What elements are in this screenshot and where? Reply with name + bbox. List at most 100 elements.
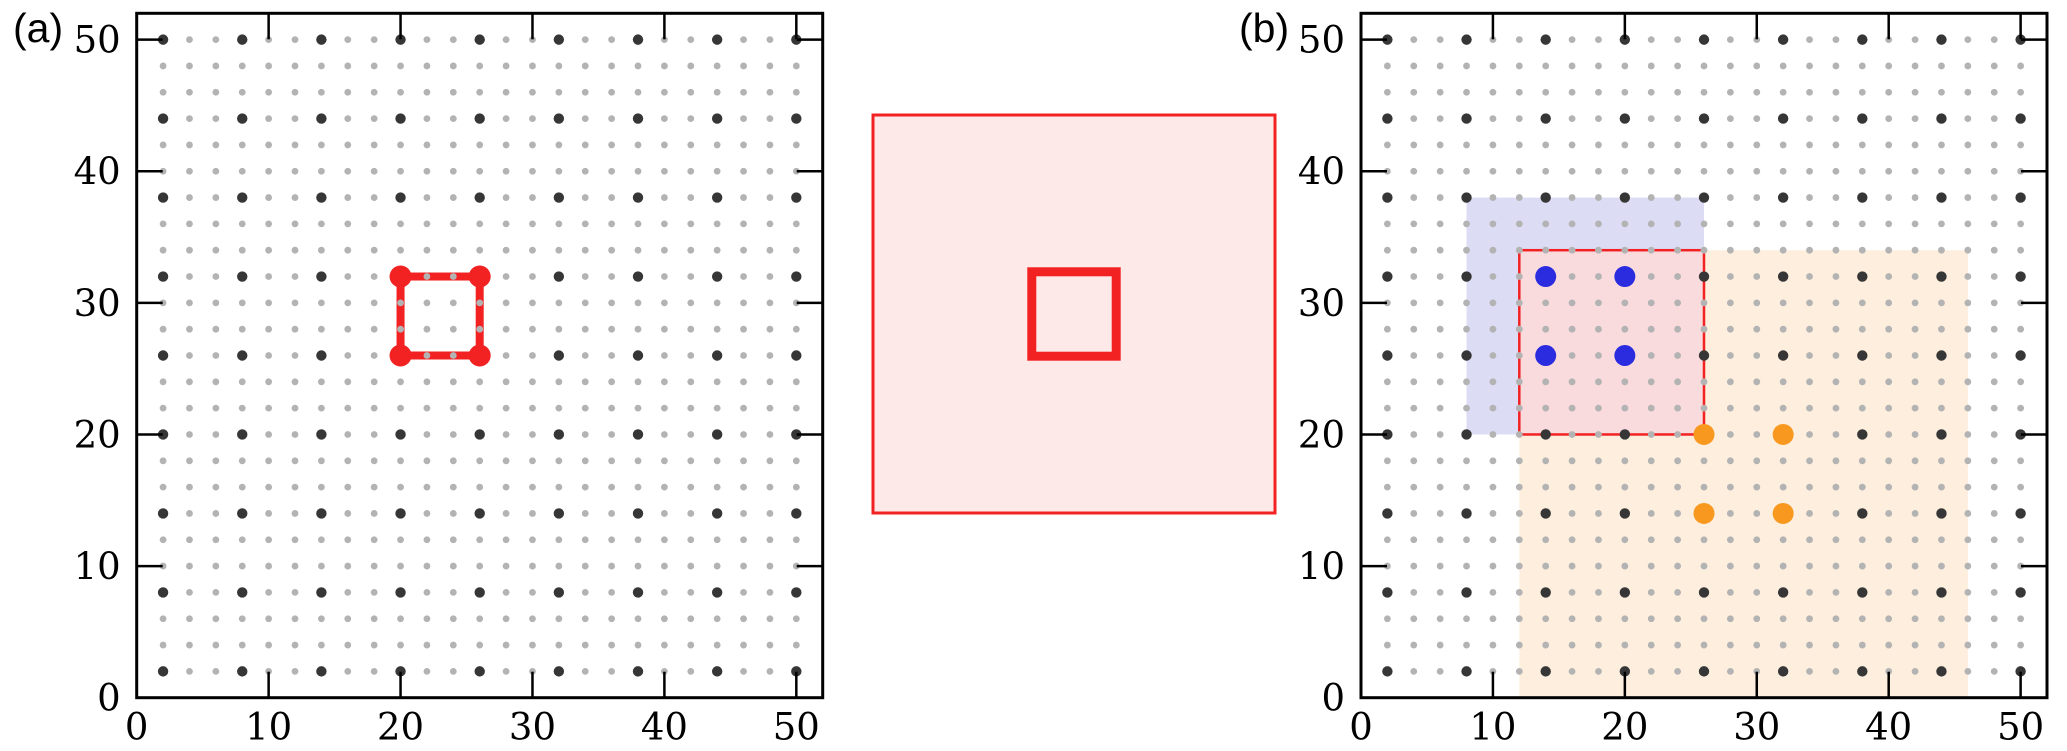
fine-lattice-dot bbox=[1806, 325, 1813, 333]
fine-lattice-dot bbox=[1621, 536, 1629, 544]
fine-lattice-dot bbox=[1885, 141, 1893, 149]
fine-lattice-dot bbox=[766, 457, 774, 465]
fine-lattice-dot bbox=[265, 88, 273, 96]
fine-lattice-dot bbox=[502, 352, 510, 359]
coarse-lattice-dot bbox=[1540, 429, 1551, 440]
coarse-lattice-dot bbox=[632, 192, 644, 203]
fine-lattice-dot bbox=[317, 62, 325, 70]
fine-lattice-dot bbox=[634, 457, 642, 465]
fine-lattice-dot bbox=[555, 562, 563, 570]
coarse-lattice-dot bbox=[1382, 587, 1393, 598]
fine-lattice-dot bbox=[660, 641, 668, 649]
fine-lattice-dot bbox=[740, 273, 747, 280]
fine-lattice-dot bbox=[291, 536, 299, 544]
fine-lattice-dot bbox=[2017, 378, 2025, 386]
fine-lattice-dot bbox=[1753, 36, 1761, 44]
fine-lattice-dot bbox=[344, 220, 352, 228]
fine-lattice-dot bbox=[1489, 641, 1497, 649]
coarse-lattice-dot bbox=[553, 350, 565, 361]
fine-lattice-dot bbox=[555, 378, 563, 386]
fine-lattice-dot bbox=[766, 667, 774, 675]
fine-lattice-dot bbox=[1542, 536, 1550, 544]
coarse-lattice-dot bbox=[474, 113, 485, 124]
fine-lattice-dot bbox=[608, 141, 616, 149]
fine-lattice-dot bbox=[1885, 404, 1893, 412]
fine-lattice-dot bbox=[397, 641, 404, 649]
fine-lattice-dot bbox=[449, 483, 457, 491]
fine-lattice-dot bbox=[713, 325, 721, 333]
fine-lattice-dot bbox=[1753, 615, 1761, 623]
fine-lattice-dot bbox=[1383, 325, 1391, 333]
coarse-lattice-dot bbox=[474, 192, 485, 203]
fine-lattice-dot bbox=[423, 167, 431, 175]
fine-lattice-dot bbox=[687, 562, 695, 570]
fine-lattice-dot bbox=[1753, 562, 1761, 570]
fine-lattice-dot bbox=[159, 325, 167, 333]
fine-lattice-dot bbox=[1674, 141, 1682, 149]
fine-lattice-dot bbox=[1964, 431, 1972, 438]
fine-lattice-dot bbox=[476, 299, 484, 307]
fine-lattice-dot bbox=[529, 325, 536, 333]
fine-lattice-dot bbox=[1595, 457, 1602, 465]
fine-lattice-dot bbox=[291, 194, 299, 201]
fine-lattice-dot bbox=[291, 615, 299, 623]
coarse-lattice-dot bbox=[632, 666, 644, 677]
coarse-lattice-dot bbox=[316, 587, 327, 598]
fine-lattice-dot bbox=[291, 378, 299, 386]
fine-lattice-dot bbox=[1515, 431, 1523, 438]
fine-lattice-dot bbox=[1568, 589, 1576, 596]
fine-lattice-dot bbox=[1911, 378, 1919, 386]
fine-lattice-dot bbox=[1726, 589, 1734, 596]
fine-lattice-dot bbox=[1806, 115, 1813, 122]
fine-lattice-dot bbox=[476, 562, 484, 570]
fine-lattice-dot bbox=[1990, 667, 1998, 675]
fine-lattice-dot bbox=[1674, 36, 1682, 44]
fine-lattice-dot bbox=[1911, 141, 1919, 149]
fine-lattice-dot bbox=[1542, 378, 1550, 386]
coarse-lattice-dot bbox=[1777, 350, 1789, 361]
fine-lattice-dot bbox=[1568, 667, 1576, 675]
fine-lattice-dot bbox=[529, 667, 536, 675]
fine-lattice-dot bbox=[1436, 404, 1444, 412]
fine-lattice-dot bbox=[2017, 457, 2025, 465]
fine-lattice-dot bbox=[608, 457, 616, 465]
fine-lattice-dot bbox=[423, 615, 431, 623]
fine-lattice-dot bbox=[265, 220, 273, 228]
fine-lattice-dot bbox=[1832, 299, 1840, 307]
fine-lattice-dot bbox=[608, 615, 616, 623]
fine-lattice-dot bbox=[1990, 194, 1998, 201]
fine-lattice-dot bbox=[687, 325, 695, 333]
fine-lattice-dot bbox=[344, 562, 352, 570]
fine-lattice-dot bbox=[212, 115, 220, 122]
fine-lattice-dot bbox=[1436, 141, 1444, 149]
fine-lattice-dot bbox=[186, 562, 193, 570]
fine-lattice-dot bbox=[1700, 220, 1708, 228]
coarse-lattice-dot bbox=[157, 113, 169, 124]
fine-lattice-dot bbox=[1568, 352, 1576, 359]
fine-lattice-dot bbox=[1806, 510, 1813, 517]
fine-lattice-dot bbox=[1964, 589, 1972, 596]
fine-lattice-dot bbox=[265, 404, 273, 412]
fine-lattice-dot bbox=[423, 299, 431, 307]
fine-lattice-dot bbox=[1964, 273, 1972, 280]
fine-lattice-dot bbox=[740, 88, 747, 96]
fine-lattice-dot bbox=[2017, 62, 2025, 70]
coarse-lattice-dot bbox=[1857, 192, 1868, 203]
fine-lattice-dot bbox=[317, 220, 325, 228]
fine-lattice-dot bbox=[529, 457, 536, 465]
fine-lattice-dot bbox=[687, 220, 695, 228]
fine-lattice-dot bbox=[1489, 115, 1497, 122]
fine-lattice-dot bbox=[186, 194, 193, 201]
fine-lattice-dot bbox=[1779, 299, 1787, 307]
fine-lattice-dot bbox=[1858, 62, 1866, 70]
fine-lattice-dot bbox=[1806, 62, 1813, 70]
fine-lattice-dot bbox=[1832, 615, 1840, 623]
fine-lattice-dot bbox=[449, 641, 457, 649]
fine-lattice-dot bbox=[186, 404, 193, 412]
fine-lattice-dot bbox=[687, 273, 695, 280]
fine-lattice-dot bbox=[1911, 562, 1919, 570]
fine-lattice-dot bbox=[344, 194, 352, 201]
fine-lattice-dot bbox=[581, 167, 589, 175]
fine-lattice-dot bbox=[1726, 167, 1734, 175]
fine-lattice-dot bbox=[740, 325, 747, 333]
